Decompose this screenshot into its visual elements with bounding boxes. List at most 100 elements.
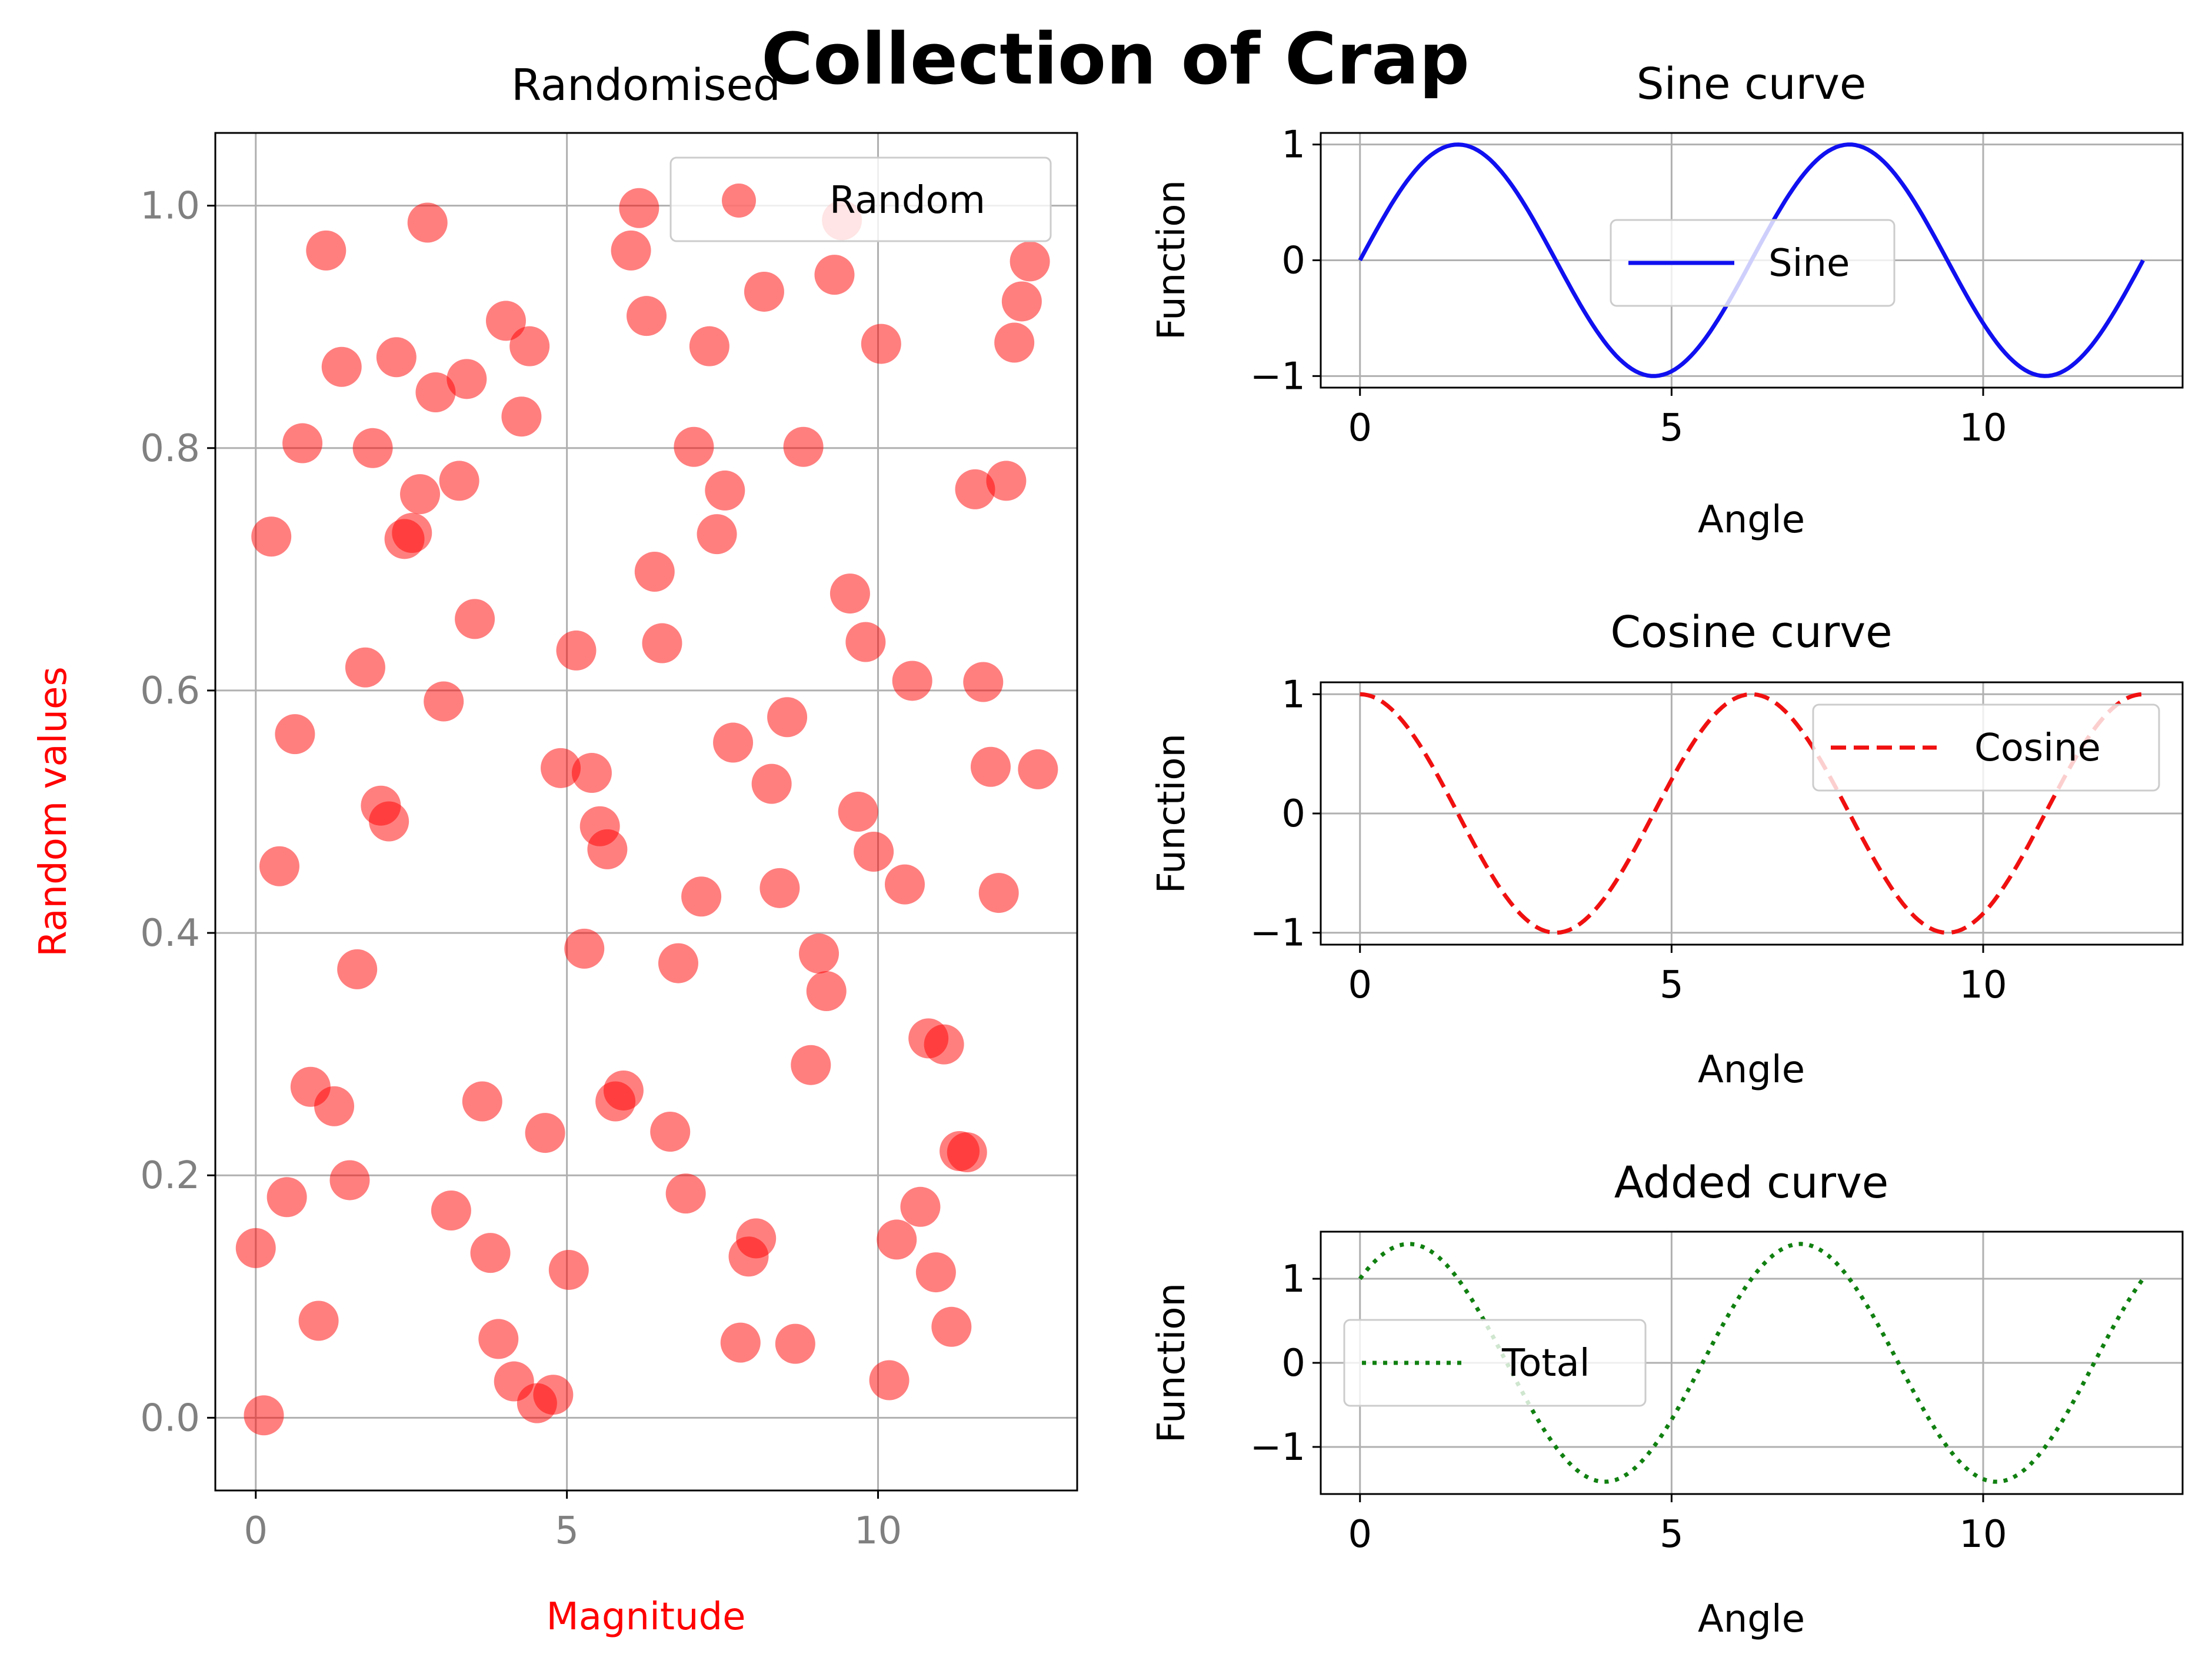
scatter-point xyxy=(751,763,792,804)
scatter-ytick-label: 0.8 xyxy=(140,427,200,471)
scatter-point xyxy=(571,753,612,793)
scatter-point xyxy=(892,661,932,701)
scatter-legend-label: Random xyxy=(830,179,985,222)
scatter-point xyxy=(509,326,550,366)
scatter-point xyxy=(931,1306,972,1347)
scatter-point xyxy=(705,470,745,511)
added-ylabel: Function xyxy=(1150,1283,1194,1443)
scatter-ylabel: Random values xyxy=(32,666,75,956)
scatter-point xyxy=(634,551,675,592)
scatter-point xyxy=(994,322,1035,363)
scatter-point xyxy=(439,461,479,501)
scatter-point xyxy=(1018,749,1058,789)
scatter-panel: 0 5 10 0.0 0.2 0.4 0.6 0.8 1.0 Randomised Magnit… xyxy=(32,60,1078,1639)
sine-ticks: 0 5 10 −1 0 1 xyxy=(1250,124,2007,450)
scatter-point xyxy=(697,514,737,555)
cosine-legend-label: Cosine xyxy=(1974,726,2101,770)
scatter-point xyxy=(564,928,605,969)
cosine-ylabel: Function xyxy=(1150,733,1194,893)
added-line xyxy=(1358,1242,2145,1484)
scatter-point xyxy=(915,1252,956,1293)
sine-xtick-label: 10 xyxy=(1959,406,2007,450)
cosine-ytick-label: 1 xyxy=(1281,673,1305,716)
scatter-point xyxy=(963,662,1004,702)
scatter-point xyxy=(415,372,456,412)
scatter-point xyxy=(424,681,464,722)
cosine-ticks: 0 5 10 −1 0 1 xyxy=(1250,673,2007,1007)
scatter-point xyxy=(814,255,855,295)
scatter-point xyxy=(978,873,1019,913)
scatter-point xyxy=(275,714,315,755)
added-title: Added curve xyxy=(1614,1158,1889,1208)
scatter-legend: Random xyxy=(669,156,1052,242)
scatter-point xyxy=(259,846,299,886)
sine-xlabel: Angle xyxy=(1698,498,1805,542)
added-ytick-label: −1 xyxy=(1250,1426,1305,1469)
scatter-point xyxy=(759,868,800,908)
scatter-point xyxy=(924,1024,964,1065)
scatter-xtick-label: 5 xyxy=(555,1509,579,1553)
scatter-point xyxy=(470,1233,511,1273)
cosine-ytick-label: −1 xyxy=(1250,912,1305,955)
scatter-point xyxy=(681,876,722,917)
scatter-ytick-label: 1.0 xyxy=(140,185,200,228)
scatter-point xyxy=(665,1173,706,1214)
scatter-point xyxy=(235,1228,276,1268)
scatter-point xyxy=(885,864,925,905)
scatter-point xyxy=(455,599,495,639)
scatter-ytick-label: 0.2 xyxy=(140,1154,200,1198)
cosine-xtick-label: 0 xyxy=(1348,963,1372,1007)
added-xtick-label: 10 xyxy=(1959,1513,2007,1556)
scatter-point xyxy=(713,722,754,763)
cosine-xtick-label: 10 xyxy=(1959,963,2007,1007)
added-xlabel: Angle xyxy=(1698,1598,1805,1641)
added-xtick-label: 0 xyxy=(1348,1513,1372,1556)
scatter-legend-marker xyxy=(722,184,756,218)
scatter-point xyxy=(321,346,362,387)
scatter-ytick-label: 0.4 xyxy=(140,912,200,955)
scatter-point xyxy=(838,792,878,832)
added-ytick-label: 1 xyxy=(1281,1258,1305,1301)
added-ytick-label: 0 xyxy=(1281,1342,1305,1385)
cosine-xlabel: Angle xyxy=(1698,1048,1805,1092)
scatter-point xyxy=(329,1160,370,1201)
sine-legend-label: Sine xyxy=(1768,242,1850,285)
scatter-point xyxy=(447,359,487,399)
sine-ytick-label: −1 xyxy=(1250,355,1305,398)
scatter-legend-box xyxy=(669,156,1052,242)
scatter-point xyxy=(955,469,995,509)
scatter-point xyxy=(603,1070,644,1111)
sine-xtick-label: 0 xyxy=(1348,406,1372,450)
scatter-point xyxy=(689,326,729,366)
scatter-point xyxy=(767,697,808,738)
sine-ytick-label: 1 xyxy=(1281,124,1305,167)
scatter-ytick-label: 0.6 xyxy=(140,669,200,713)
scatter-point xyxy=(431,1190,471,1231)
sine-legend-box xyxy=(1610,219,1895,307)
scatter-point xyxy=(369,801,409,842)
added-legend: Total xyxy=(1343,1319,1647,1407)
scatter-point xyxy=(533,1375,574,1415)
sine-title: Sine curve xyxy=(1637,59,1867,109)
scatter-point xyxy=(352,428,393,468)
scatter-point xyxy=(282,423,323,463)
sine-ylabel: Function xyxy=(1150,180,1194,340)
scatter-point xyxy=(845,622,886,662)
scatter-point xyxy=(900,1186,941,1227)
scatter-point xyxy=(869,1360,910,1400)
scatter-point xyxy=(627,296,667,336)
added-xtick-label: 5 xyxy=(1660,1513,1684,1556)
scatter-point xyxy=(799,933,840,974)
scatter-point xyxy=(587,829,628,869)
scatter-point xyxy=(462,1081,502,1122)
scatter-point xyxy=(337,949,378,989)
scatter-axes-frame xyxy=(214,132,1078,1492)
scatter-point xyxy=(650,1112,691,1152)
scatter-point xyxy=(306,230,347,271)
scatter-title: Randomised xyxy=(511,60,781,111)
sine-ytick-label: 0 xyxy=(1281,239,1305,283)
scatter-point xyxy=(877,1219,917,1260)
scatter-point xyxy=(392,513,432,553)
scatter-point xyxy=(854,832,894,872)
